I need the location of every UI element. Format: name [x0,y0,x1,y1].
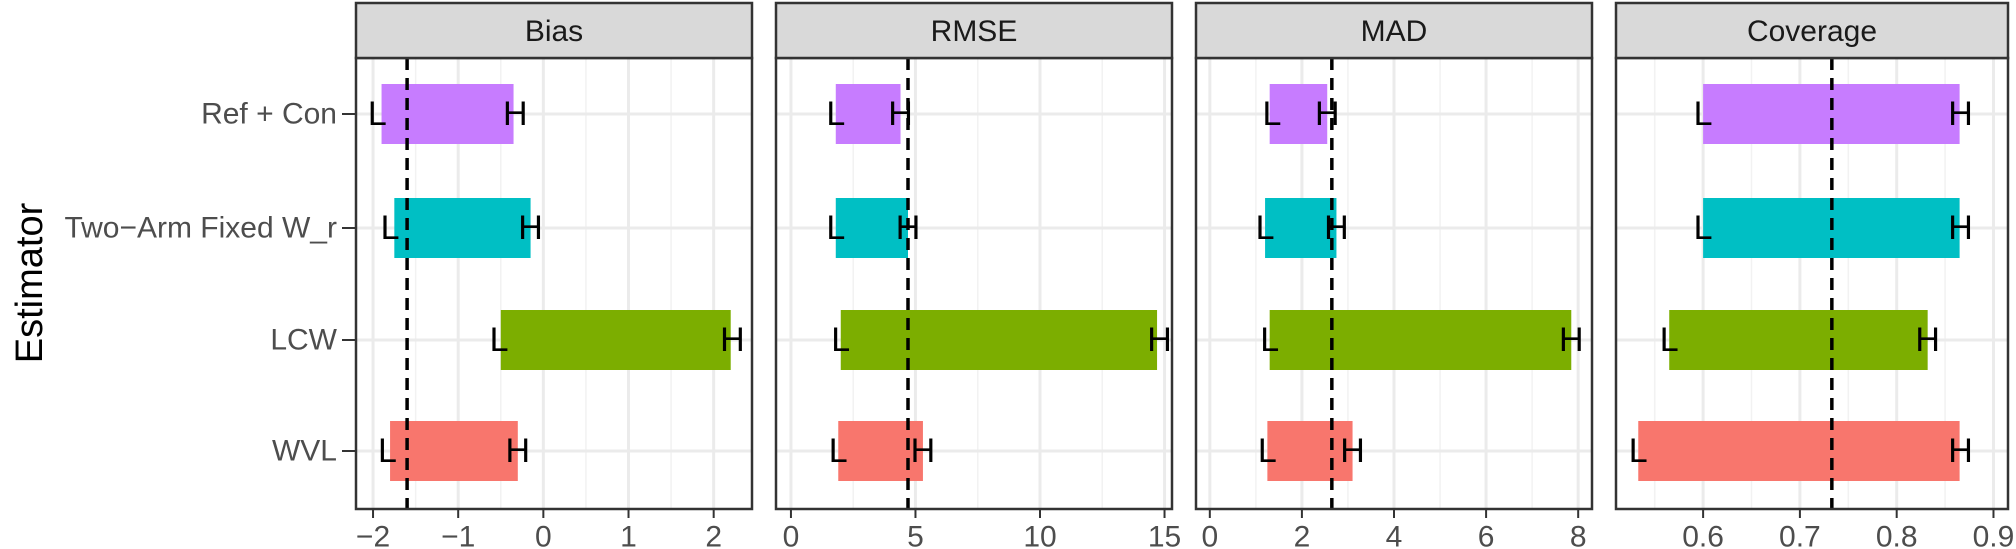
x-tick-label: 5 [907,521,924,549]
panel-strip [1614,1,2010,60]
panel-strip [774,1,1174,60]
low-marker: L [1263,95,1282,133]
low-marker: L [826,209,845,247]
x-tick-label: 6 [1478,521,1495,549]
high-marker: H [518,209,543,247]
low-marker: L [490,321,509,359]
x-tick-label: 0 [535,521,552,549]
x-tick-label: 0.6 [1682,521,1724,549]
bar [1267,421,1353,481]
category-label: Two−Arm Fixed W_r [64,212,337,245]
low-marker: L [1629,432,1648,470]
bar [390,421,518,481]
x-tick-label: 0.7 [1779,521,1821,549]
panel-title: Coverage [1747,15,1877,48]
bar [1703,84,1960,144]
x-tick-label: 4 [1386,521,1403,549]
x-tick-label: 8 [1570,521,1587,549]
low-marker: L [368,95,387,133]
panel-title: RMSE [931,15,1018,48]
x-tick-label: 10 [1023,521,1056,549]
panel-strip [1194,1,1594,60]
x-tick-label: 0.9 [1973,521,2015,549]
bar [1669,310,1928,370]
x-tick-label: 0 [1201,521,1218,549]
x-tick-label: 0 [783,521,800,549]
x-tick-label: −1 [441,521,475,549]
category-label: LCW [270,324,337,357]
bar [500,310,731,370]
low-marker: L [831,321,850,359]
category-label: Ref + Con [201,98,337,131]
bar [1265,198,1337,258]
low-marker: L [1256,209,1275,247]
low-marker: L [1660,321,1679,359]
x-tick-label: 1 [620,521,637,549]
bar [1638,421,1960,481]
high-marker: H [1559,321,1584,359]
low-marker: L [1694,95,1713,133]
panel-title: MAD [1361,15,1428,48]
low-marker: L [1694,209,1713,247]
x-tick-label: 2 [705,521,722,549]
panel-title: Bias [525,15,583,48]
bar [1269,310,1572,370]
high-marker: H [1147,321,1172,359]
x-tick-label: 0.8 [1876,521,1918,549]
high-marker: H [1324,209,1349,247]
bar [835,198,908,258]
bar [394,198,531,258]
category-label: WVL [272,435,337,468]
high-marker: H [1340,432,1365,470]
high-marker: H [720,321,745,359]
low-marker: L [1260,321,1279,359]
low-marker: L [1258,432,1277,470]
high-marker: H [1948,432,1973,470]
bar [835,84,901,144]
bar [1269,84,1328,144]
y-axis-title: Estimator [9,202,51,363]
high-marker: H [1915,321,1940,359]
low-marker: L [826,95,845,133]
high-marker: H [506,432,531,470]
x-tick-label: 15 [1148,521,1181,549]
bar [838,421,923,481]
bar [381,84,514,144]
high-marker: H [1948,209,1973,247]
high-marker: H [503,95,528,133]
x-tick-label: 2 [1294,521,1311,549]
bar [840,310,1158,370]
panel-strip [354,1,754,60]
low-marker: L [829,432,848,470]
high-marker: H [1315,95,1340,133]
high-marker: H [1948,95,1973,133]
x-tick-label: −2 [356,521,390,549]
high-marker: H [888,95,913,133]
low-marker: L [381,209,400,247]
high-marker: H [911,432,936,470]
high-marker: H [896,209,921,247]
low-marker: L [378,432,397,470]
